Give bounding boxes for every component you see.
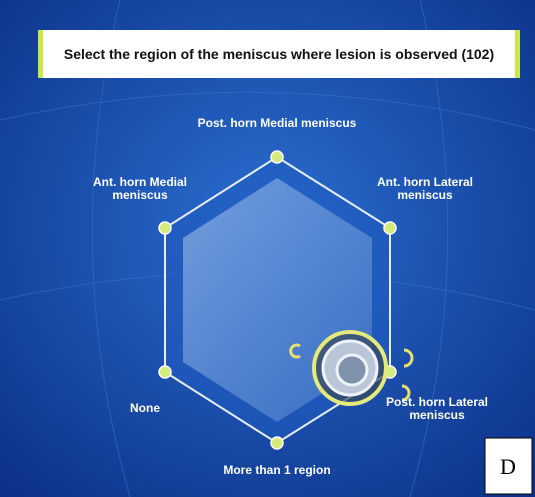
label-line: Ant. horn Lateral	[377, 175, 473, 189]
option-label[interactable]: Ant. horn Lateral meniscus	[377, 175, 473, 202]
node[interactable]	[158, 221, 172, 235]
cursor-tool	[289, 330, 414, 406]
option-label[interactable]: Post. horn Medial meniscus	[198, 116, 357, 130]
label-line: meniscus	[409, 408, 465, 422]
node[interactable]	[383, 221, 397, 235]
node[interactable]	[158, 365, 172, 379]
node[interactable]	[270, 150, 284, 164]
header-title: Select the region of the meniscus where …	[64, 46, 494, 62]
label-line: More than 1 region	[223, 463, 330, 477]
panel-label-box	[484, 437, 533, 495]
panel-label: D	[500, 454, 516, 479]
label-line: meniscus	[112, 188, 168, 202]
header-banner	[38, 30, 520, 78]
node[interactable]	[270, 436, 284, 450]
option-label[interactable]: None	[130, 401, 160, 415]
label-line: Post. horn Medial meniscus	[198, 116, 357, 130]
option-label[interactable]: More than 1 region	[223, 463, 330, 477]
label-line: Post. horn Lateral	[386, 395, 488, 409]
label-line: meniscus	[397, 188, 453, 202]
banner-edge	[38, 30, 43, 78]
option-label[interactable]: Post. horn Lateral meniscus	[386, 395, 488, 422]
banner-edge	[515, 30, 520, 78]
option-label[interactable]: Ant. horn Medial meniscus	[93, 175, 187, 202]
label-line: Ant. horn Medial	[93, 175, 187, 189]
label-line: None	[130, 401, 160, 415]
